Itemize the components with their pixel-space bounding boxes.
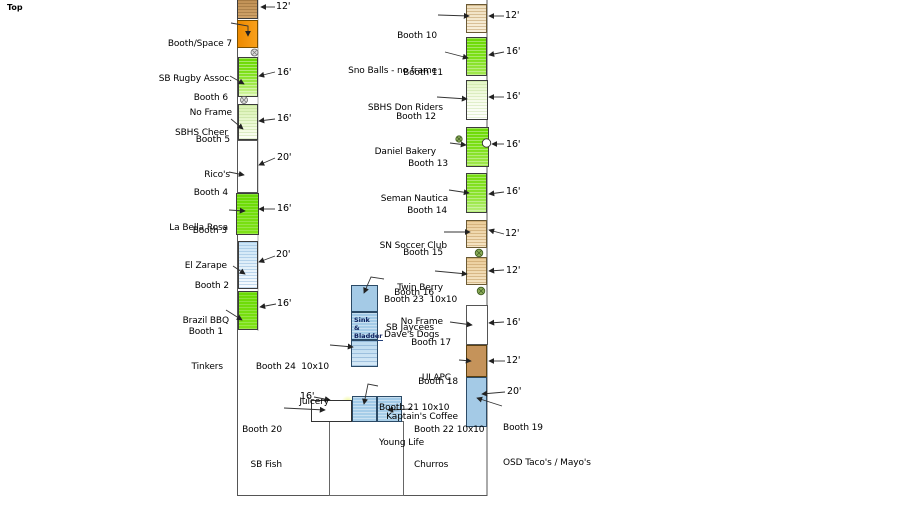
booth-12-shape[interactable]: [466, 80, 488, 120]
booth-7-shape[interactable]: [237, 20, 258, 48]
booth-17-shape[interactable]: [466, 305, 488, 345]
booth-19-label: Booth 19 OSD Taco's / Mayo's: [503, 400, 591, 492]
booth-5-label: Booth 5 Rico's: [196, 112, 230, 204]
booth-22-label: Booth 22 10x10 Churros: [414, 402, 485, 494]
booth-1-label: Booth 1 Tinkers: [189, 304, 223, 396]
booth-1-shape[interactable]: [238, 291, 258, 330]
label-line: Tinkers: [191, 361, 223, 372]
label-line: Booth 5: [195, 135, 230, 145]
booth-15-shape[interactable]: [466, 220, 487, 248]
size-label-booth-6: 16': [277, 67, 292, 78]
booth-10-shape[interactable]: [466, 4, 487, 33]
size-label-booth-13: 16': [506, 139, 521, 150]
label-line: Booth 2: [194, 281, 229, 291]
label-line: Booth 3: [192, 226, 227, 236]
booth-3-label: Booth 3 El Zarape: [185, 203, 227, 295]
label-line: Booth 22 10x10: [414, 425, 485, 435]
label-line: Booth 17: [411, 338, 451, 348]
label-line: OSD Taco's / Mayo's: [503, 457, 591, 468]
label-line: Booth 24 10x10: [255, 362, 329, 372]
size-label-booth-12: 16': [506, 91, 521, 102]
screw-icon[interactable]: [240, 96, 248, 104]
label-line: El Zarape: [184, 260, 227, 271]
label-line: Booth 1: [188, 327, 223, 337]
size-label-booth-2: 20': [276, 249, 291, 260]
size-label-booth-4: 20': [277, 152, 292, 163]
booth-4-label: Booth 4 La Bella Rosa: [169, 165, 228, 257]
size-label-booth-11: 16': [506, 46, 521, 57]
label-line: Booth 12: [396, 112, 436, 122]
label-line: Booth 14: [407, 206, 447, 216]
size-label-booth-16: 12': [506, 265, 521, 276]
booth-14-shape[interactable]: [466, 173, 487, 213]
label-line: Brazil BBQ: [182, 315, 230, 326]
booth-5-shape[interactable]: [238, 104, 258, 140]
label-line: Booth 11: [403, 68, 443, 78]
booth-4-shape[interactable]: [237, 140, 258, 193]
sink-bladder-box[interactable]: Sink & Bladder: [351, 312, 383, 341]
booth-16-shape[interactable]: [466, 257, 487, 285]
booth-2-label: Booth 2 Brazil BBQ: [182, 258, 230, 350]
label-line: Booth 13: [408, 159, 448, 169]
booth-13-shape[interactable]: [466, 127, 489, 167]
size-label-booth-10: 12': [505, 10, 520, 21]
label-line: Booth 20: [242, 425, 282, 435]
label-line: Churros: [414, 459, 449, 470]
sink-line-1: Sink: [354, 316, 370, 324]
booth-3-shape[interactable]: [236, 193, 259, 235]
size-label-booth-17: 16': [506, 317, 521, 328]
label-line: SBHS Cheer: [175, 127, 228, 138]
screw-icon[interactable]: [250, 48, 259, 57]
booth-20-label: Booth 20 SB Fish: [242, 402, 282, 494]
label-line: La Bella Rosa: [169, 222, 228, 233]
booth-6-shape[interactable]: [238, 57, 258, 97]
size-label-booth-14: 16': [506, 186, 521, 197]
label-line: Rico's: [204, 169, 230, 180]
booth-23-shape[interactable]: [351, 285, 378, 312]
label-line: SB Rugby Assoc.: [158, 73, 232, 84]
screw-icon-green[interactable]: [474, 248, 484, 258]
label-line: Booth 4: [193, 188, 228, 198]
label-line: SB Fish: [250, 459, 283, 470]
label-line: Booth 23 10x10: [384, 295, 458, 305]
size-label-booth-15: 12': [505, 228, 520, 239]
view-name-label: Top: [7, 3, 23, 12]
booth-21-shape[interactable]: [352, 396, 377, 422]
screw-icon-green[interactable]: [455, 135, 463, 143]
size-label-booth-18: 12': [506, 355, 521, 366]
size-label-booth-top: 12': [276, 1, 291, 12]
booth-18-shape[interactable]: [466, 345, 487, 377]
booth-7-label: Booth/Space 7 SB Rugby Assoc. No Frame: [159, 16, 232, 143]
screw-icon-green[interactable]: [476, 286, 486, 296]
booth-2-shape[interactable]: [238, 241, 258, 289]
size-label-booth-5: 16': [277, 113, 292, 124]
size-label-booth-1: 16': [277, 298, 292, 309]
label-line: Booth 10: [397, 31, 437, 41]
label-line: Booth 19: [503, 423, 543, 433]
label-line: Booth 6: [193, 93, 228, 103]
booth-6-label: Booth 6 SBHS Cheer: [175, 70, 228, 162]
sink-bladder-text: Sink & Bladder: [354, 316, 383, 341]
sink-line-2: &: [354, 324, 360, 332]
size-label-booth-20: 16': [300, 391, 315, 402]
label-line: Booth 15: [403, 248, 443, 258]
size-label-booth-19: 20': [507, 386, 522, 397]
booth-top-shape[interactable]: [237, 0, 258, 19]
label-line: Booth/Space 7: [167, 39, 232, 49]
booth-24-shape[interactable]: [351, 340, 378, 367]
label-line: No Frame: [189, 108, 232, 118]
size-label-booth-3: 16': [277, 203, 292, 214]
booth-11-shape[interactable]: [466, 37, 487, 76]
